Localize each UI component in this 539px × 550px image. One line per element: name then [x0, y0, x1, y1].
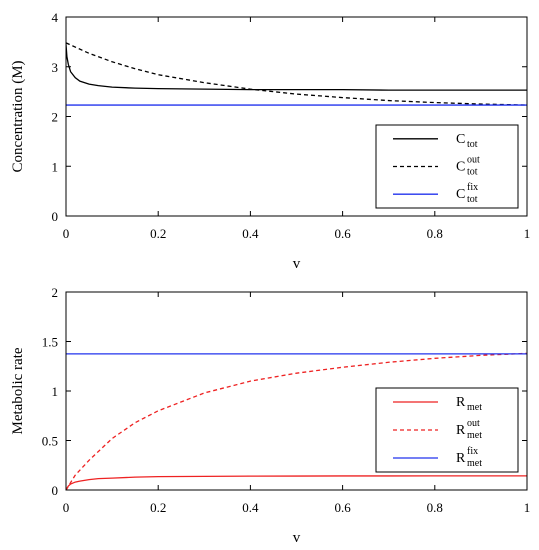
- y-tick-label: 1.5: [42, 335, 58, 350]
- legend-label-sub: tot: [467, 167, 478, 178]
- y-tick-label: 3: [52, 60, 59, 75]
- y-tick-label: 0: [52, 209, 59, 224]
- y-tick-label: 0.5: [42, 434, 58, 449]
- y-axis-label: Concentration (M): [10, 60, 26, 172]
- legend-label: R: [456, 395, 466, 410]
- legend-label-sub: met: [467, 458, 482, 469]
- x-tick-label: 0.4: [242, 500, 259, 515]
- legend-label: C: [456, 187, 465, 202]
- series-line-2: [66, 42, 527, 106]
- legend-label-sup: fix: [467, 446, 478, 457]
- x-tick-label: 1: [524, 500, 531, 515]
- x-tick-label: 0.4: [242, 226, 259, 241]
- x-tick-label: 0: [63, 500, 70, 515]
- x-tick-label: 0.8: [427, 500, 443, 515]
- x-tick-label: 0.6: [334, 226, 351, 241]
- y-tick-label: 4: [52, 10, 59, 25]
- y-tick-label: 2: [52, 285, 59, 300]
- y-tick-label: 1: [52, 384, 59, 399]
- x-tick-label: 0: [63, 226, 70, 241]
- legend-label: R: [456, 423, 466, 438]
- x-tick-label: 0.2: [150, 500, 166, 515]
- legend-label-sup: fix: [467, 182, 478, 193]
- x-tick-label: 0.6: [334, 500, 351, 515]
- legend-label-sub: met: [467, 402, 482, 413]
- y-tick-label: 2: [52, 110, 59, 125]
- x-tick-label: 0.2: [150, 226, 166, 241]
- x-axis-label: v: [293, 530, 301, 546]
- x-tick-label: 1: [524, 226, 531, 241]
- series-line-1: [66, 475, 527, 490]
- x-tick-label: 0.8: [427, 226, 443, 241]
- legend-label-sub: tot: [467, 194, 478, 205]
- legend-label: C: [456, 160, 465, 175]
- y-axis-label: Metabolic rate: [10, 347, 26, 434]
- series-line-2: [66, 352, 527, 490]
- y-tick-label: 1: [52, 159, 59, 174]
- legend-label-sub: tot: [467, 139, 478, 150]
- x-axis-label: v: [293, 256, 301, 272]
- series-line-1: [66, 44, 527, 91]
- y-tick-label: 0: [52, 483, 59, 498]
- legend-box: [375, 124, 519, 209]
- legend-label: C: [456, 132, 465, 147]
- legend-label: R: [456, 451, 466, 466]
- legend-box: [375, 387, 519, 473]
- legend-label-sup: out: [467, 155, 480, 166]
- legend-label-sub: met: [467, 430, 482, 441]
- legend-label-sup: out: [467, 418, 480, 429]
